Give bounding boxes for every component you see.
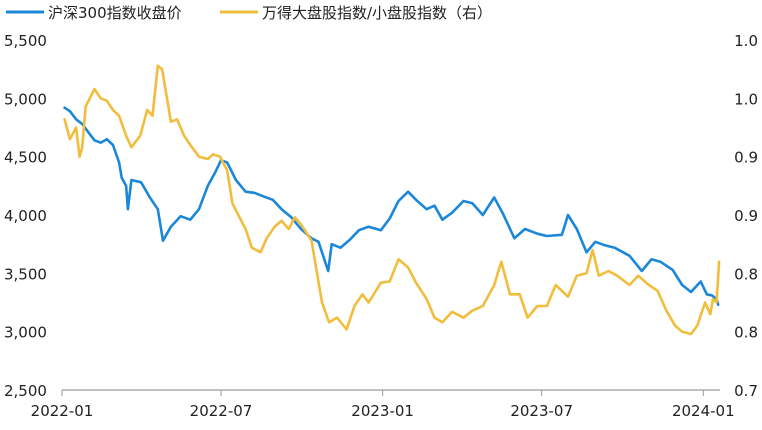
y-right-tick-label: 0.9 (734, 149, 758, 167)
y-right-tick-label: 1.0 (734, 90, 758, 108)
y-right-tick-label: 0.9 (734, 207, 758, 225)
legend-label-hs300: 沪深300指数收盘价 (48, 4, 182, 22)
x-tick-label: 2023-07 (510, 402, 573, 420)
y-right-tick-label: 0.7 (734, 382, 758, 400)
y-left-tick-label: 5,500 (4, 32, 47, 50)
y-left-tick-label: 4,500 (4, 149, 47, 167)
y-left-tick-label: 3,500 (4, 265, 47, 283)
series-line-ratio (63, 64, 721, 336)
y-right-tick-label: 1.0 (734, 32, 758, 50)
x-tick-label: 2022-07 (190, 402, 253, 420)
series-line-hs300 (63, 106, 720, 307)
legend-label-ratio: 万得大盘股指数/小盘股指数（右） (262, 4, 492, 22)
y-left-tick-label: 2,500 (4, 382, 47, 400)
x-tick-label: 2022-01 (31, 402, 94, 420)
series-lines (63, 64, 721, 336)
axes: 2022-01 2022-07 2023-01 2023-07 2024-01 5,500… (4, 32, 758, 420)
y-right-tick-label: 0.8 (734, 324, 758, 342)
legend: 沪深300指数收盘价 万得大盘股指数/小盘股指数（右） (6, 4, 492, 22)
y-left-tick-label: 3,000 (4, 324, 47, 342)
y-left-tick-label: 4,000 (4, 207, 47, 225)
x-tick-label: 2024-01 (672, 402, 735, 420)
x-tick-label: 2023-01 (351, 402, 414, 420)
y-right-tick-label: 0.8 (734, 265, 758, 283)
y-left-tick-label: 5,000 (4, 90, 47, 108)
